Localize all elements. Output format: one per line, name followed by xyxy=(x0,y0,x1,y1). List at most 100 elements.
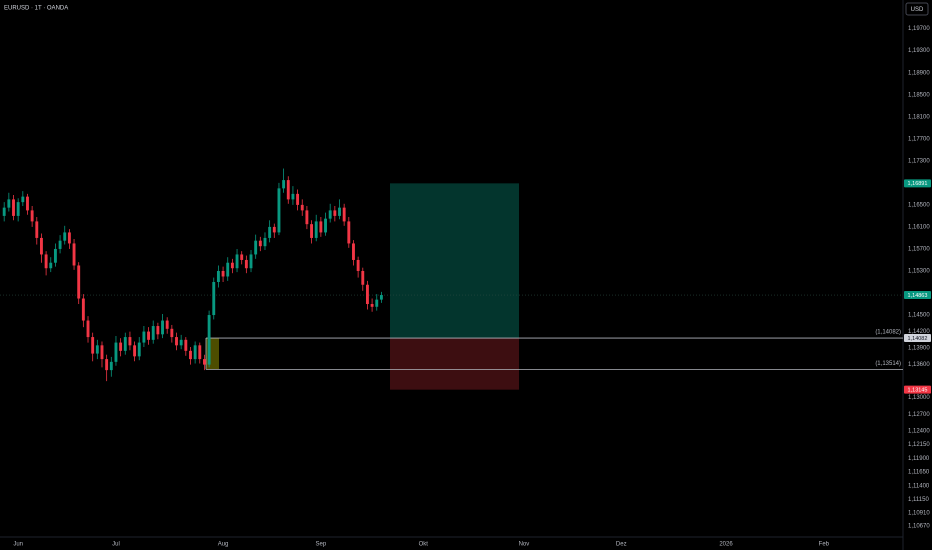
candle-body xyxy=(105,359,109,371)
candle-body xyxy=(324,218,327,233)
candle-body xyxy=(40,237,43,255)
candle-body xyxy=(277,188,281,233)
candle-body xyxy=(142,331,146,343)
candle-body xyxy=(379,295,383,300)
symbol-title: EURUSD · 1T · OANDA xyxy=(4,6,68,12)
candle-body xyxy=(86,320,90,338)
currency-label[interactable]: USD xyxy=(911,7,924,13)
x-tick-label: Aug xyxy=(218,542,229,548)
y-tick-label: 1,10910 xyxy=(908,510,930,516)
y-tick-label: 1,19700 xyxy=(908,26,930,32)
candle-body xyxy=(151,326,155,340)
candle-body xyxy=(356,259,360,271)
last-price-badge xyxy=(904,291,931,300)
y-tick-label: 1,19300 xyxy=(908,48,930,54)
candle-body xyxy=(170,328,174,338)
x-tick-label: Dez xyxy=(616,542,627,548)
candle-body xyxy=(282,180,286,189)
candle-body xyxy=(95,345,99,354)
y-tick-label: 1,13000 xyxy=(908,395,930,401)
y-tick-label: 1,18100 xyxy=(908,114,930,120)
candle-body xyxy=(114,342,118,362)
y-tick-label: 1,12150 xyxy=(908,442,930,448)
candle-body xyxy=(119,342,123,351)
candle-body xyxy=(156,326,160,335)
candle-body xyxy=(147,331,151,340)
y-tick-label: 1,11900 xyxy=(908,456,930,462)
candle-body xyxy=(268,226,272,238)
candle-body xyxy=(370,304,374,307)
candle-body xyxy=(240,254,244,260)
candle-body xyxy=(63,232,67,241)
candle-body xyxy=(342,207,346,222)
candle-body xyxy=(100,345,104,360)
entry-price-label: 1,14082 xyxy=(908,336,928,342)
candle-body xyxy=(2,207,6,216)
candle-body xyxy=(347,221,351,244)
y-tick-label: 1,15700 xyxy=(908,247,930,253)
candle-body xyxy=(91,337,95,354)
y-tick-label: 1,15300 xyxy=(908,269,930,275)
candle-body xyxy=(12,199,15,216)
last-price-label: 1,14863 xyxy=(908,293,928,299)
candle-body xyxy=(272,226,276,233)
candle-body xyxy=(221,270,225,277)
candle-body xyxy=(333,210,337,216)
zone-top-label: (1,14082) xyxy=(875,330,901,336)
currency-box[interactable] xyxy=(905,2,929,16)
y-tick-label: 1,14200 xyxy=(908,329,930,335)
candle-body xyxy=(77,265,81,299)
y-tick-label: 1,14500 xyxy=(908,313,930,319)
candle-body xyxy=(7,199,11,208)
candle-body xyxy=(258,240,262,247)
candle-body xyxy=(230,262,234,269)
candle-body xyxy=(175,337,178,346)
candle-body xyxy=(226,262,230,277)
candle-body xyxy=(203,359,206,365)
y-tick-label: 1,13600 xyxy=(908,362,930,368)
candle-body xyxy=(291,193,295,200)
candle-body xyxy=(305,210,309,225)
candle-body xyxy=(179,339,183,346)
candle-body xyxy=(254,240,258,255)
stop-price-badge xyxy=(904,385,931,394)
candle-body xyxy=(286,180,290,200)
candle-body xyxy=(249,254,253,269)
target-price-badge xyxy=(904,179,931,188)
x-tick-label: Jun xyxy=(13,542,23,548)
y-tick-label: 1,16100 xyxy=(908,224,930,230)
entry-price-badge xyxy=(904,334,931,343)
y-tick-label: 1,11400 xyxy=(908,483,930,489)
y-tick-label: 1,18500 xyxy=(908,92,930,98)
candle-body xyxy=(212,281,216,316)
candle-body xyxy=(35,221,39,238)
candle-body xyxy=(67,232,71,244)
x-tick-label: Nov xyxy=(519,542,530,548)
y-tick-label: 1,12400 xyxy=(908,428,930,434)
candle-body xyxy=(319,221,323,233)
candle-body xyxy=(184,339,188,351)
candle-body xyxy=(352,243,355,260)
x-tick-label: Jul xyxy=(112,542,120,548)
position-profit-zone xyxy=(390,183,519,339)
candle-body xyxy=(235,254,239,269)
candle-body xyxy=(189,350,192,360)
candle-body xyxy=(133,345,137,357)
candle-body xyxy=(16,202,20,216)
position-loss-zone xyxy=(390,338,519,390)
x-tick-label: Okt xyxy=(419,542,429,548)
candle-body xyxy=(53,248,57,263)
candle-body xyxy=(128,337,132,346)
target-price-label: 1,16891 xyxy=(908,181,928,187)
candle-body xyxy=(300,204,304,211)
candle-body xyxy=(338,207,341,216)
candle-body xyxy=(137,342,141,357)
y-tick-label: 1,13900 xyxy=(908,346,930,352)
x-tick-label: Sep xyxy=(316,542,327,548)
x-tick-label: Feb xyxy=(819,542,830,548)
x-tick-label: 2026 xyxy=(719,542,733,548)
candle-body xyxy=(72,243,76,266)
candle-body xyxy=(165,320,169,329)
